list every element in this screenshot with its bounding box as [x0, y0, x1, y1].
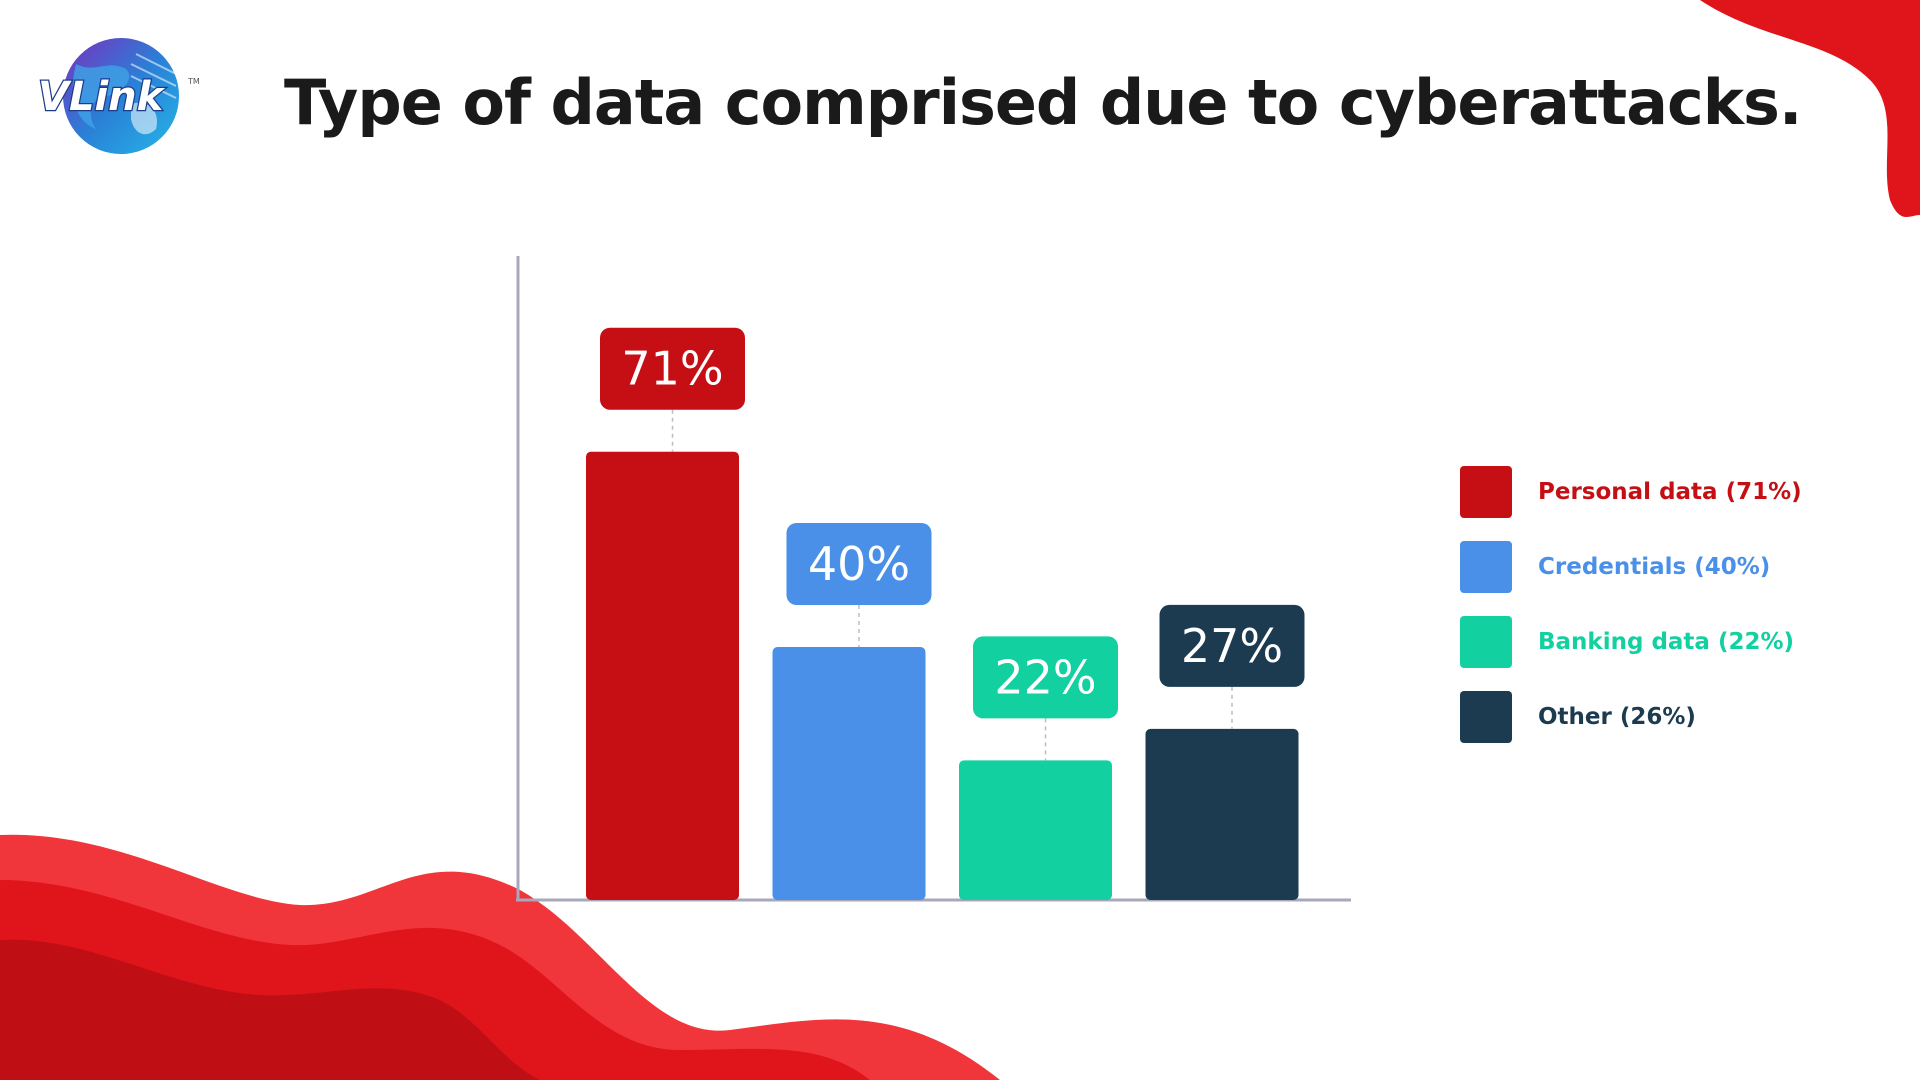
legend-label-other: Other (26%): [1538, 703, 1696, 730]
legend-label-credentials: Credentials (40%): [1538, 553, 1771, 580]
value-label-credentials: 40%: [808, 537, 910, 591]
bar-other: [1145, 728, 1299, 900]
value-label-box-personal: [600, 327, 745, 410]
value-label-box-banking: [973, 636, 1118, 719]
bar-personal: [586, 451, 739, 900]
bar-banking: [959, 760, 1112, 900]
legend-item-credentials: Credentials (40%): [1460, 529, 1880, 604]
value-label-personal: 71%: [621, 342, 723, 396]
legend-label-banking: Banking data (22%): [1538, 628, 1795, 655]
legend-swatch-banking: [1460, 615, 1512, 668]
top-right-wave: [1700, 0, 1920, 217]
legend-item-other: Other (26%): [1460, 679, 1880, 754]
logo-trademark: TM: [187, 77, 200, 86]
legend-swatch-other: [1460, 690, 1512, 743]
vlink-logo: VLink TM: [37, 38, 200, 154]
bottom-wave-dark: [0, 939, 540, 1080]
value-label-other: 27%: [1181, 619, 1283, 673]
bar-credentials: [772, 647, 926, 900]
legend-swatch-personal: [1460, 465, 1512, 518]
chart-legend: Personal data (71%) Credentials (40%) Ba…: [1460, 454, 1880, 754]
legend-label-personal: Personal data (71%): [1538, 478, 1802, 505]
legend-item-banking: Banking data (22%): [1460, 604, 1880, 679]
value-label-banking: 22%: [994, 650, 1096, 704]
value-label-box-other: [1159, 604, 1305, 687]
legend-item-personal: Personal data (71%): [1460, 454, 1880, 529]
logo-wordmark: VLink: [38, 74, 166, 120]
bars-layer: 71% 40% 22% 27%: [586, 327, 1305, 900]
value-label-box-credentials: [786, 523, 932, 605]
page-title: Type of data comprised due to cyberattac…: [284, 66, 1802, 139]
legend-swatch-credentials: [1460, 540, 1512, 593]
